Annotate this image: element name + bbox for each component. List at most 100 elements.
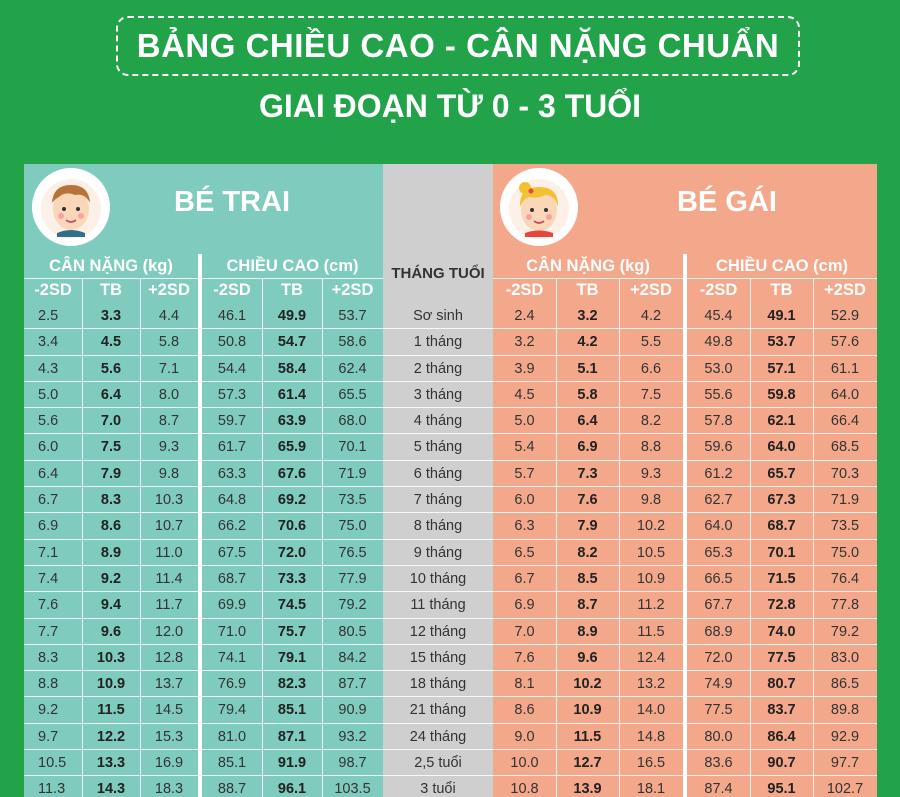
boy-height-plus2sd-cell: 93.2 bbox=[338, 728, 367, 745]
boy-weight-minus2sd-cell: 6.9 bbox=[38, 518, 59, 535]
girl-weight-tb-cell: 6.4 bbox=[577, 413, 598, 430]
month-cell: 2,5 tuổi bbox=[414, 755, 462, 772]
table-row: 5.6 7.0 8.7 59.7 63.9 68.0 4 tháng 5.0 6.4 8.2 57.… bbox=[24, 408, 877, 435]
table-row: 4.3 5.6 7.1 54.4 58.4 62.4 2 tháng 3.9 5.1 6.6 53.… bbox=[24, 356, 877, 383]
boy-weight-plus2sd-cell: 10.3 bbox=[154, 492, 184, 509]
girl-weight-tb-cell: 3.2 bbox=[577, 308, 598, 324]
girl-height-tb-cell: 86.4 bbox=[767, 728, 796, 745]
boy-weight-plus2sd-cell: 5.8 bbox=[158, 334, 180, 351]
girl-weight-tb-cell: 12.7 bbox=[573, 755, 602, 772]
divider bbox=[262, 278, 263, 797]
table-row: 6.0 7.5 9.3 61.7 65.9 70.1 5 tháng 5.4 6.9 8.8 59.… bbox=[24, 434, 877, 462]
boy-weight-plus2sd-cell: 16.9 bbox=[154, 755, 184, 772]
girl-weight-minus2sd-cell: 6.9 bbox=[514, 597, 535, 614]
boy-height-plus2sd-cell: 68.0 bbox=[338, 413, 367, 430]
boy-weight-plus2sd-cell: 11.4 bbox=[155, 570, 183, 587]
boy-weight-tb-cell: 7.9 bbox=[100, 465, 122, 482]
boy-weight-minus2sd-cell: 6.7 bbox=[38, 492, 59, 509]
girl-height-minus2sd-cell: 66.5 bbox=[704, 570, 733, 587]
boy-weight-plus2sd-cell: 13.7 bbox=[154, 676, 184, 693]
girl-weight-minus2sd-cell: 8.1 bbox=[514, 676, 535, 693]
girl-height-minus2sd-cell: 87.4 bbox=[704, 781, 733, 797]
boy-height-plus2sd-cell: 53.7 bbox=[338, 308, 367, 324]
month-cell: 8 tháng bbox=[413, 518, 463, 535]
boy-height-plus2sd-cell: 65.5 bbox=[338, 386, 367, 403]
page-subtitle: GIAI ĐOẠN TỪ 0 - 3 TUỔI bbox=[258, 88, 642, 124]
month-cell: 3 tháng bbox=[413, 386, 463, 403]
girl-height-minus2sd-cell: 67.7 bbox=[704, 597, 733, 614]
month-cell: 24 tháng bbox=[409, 728, 467, 745]
girl-height-tb-cell: 77.5 bbox=[767, 649, 796, 666]
girl-height-minus2sd-cell: 64.0 bbox=[704, 518, 733, 535]
girl-height-plus2sd-cell: 75.0 bbox=[830, 544, 860, 561]
girl-height-minus2sd-cell: 55.6 bbox=[704, 386, 733, 403]
table-row: 9.2 11.5 14.5 79.4 85.1 90.9 21 tháng 8.6 10.9 14… bbox=[24, 697, 877, 725]
boy-weight-plus2sd-cell: 7.1 bbox=[158, 360, 180, 377]
page-title: BẢNG CHIỀU CAO - CÂN NẶNG CHUẨN bbox=[136, 27, 780, 64]
girl-weight-minus2sd-cell: 5.0 bbox=[514, 413, 535, 430]
boy-weight-minus2sd-cell: 7.1 bbox=[38, 544, 59, 561]
boy-height-minus2sd-cell: 63.3 bbox=[217, 465, 247, 482]
month-cell: 4 tháng bbox=[413, 413, 463, 430]
boy-weight-plus2sd-cell: 15.3 bbox=[154, 728, 184, 745]
girl-weight-plus2sd-cell: 6.6 bbox=[640, 360, 662, 377]
boy-weight-tb-cell: 6.4 bbox=[100, 386, 122, 403]
girl-weight-minus2sd-cell: 7.0 bbox=[514, 623, 535, 640]
girl-weight-plus2sd-cell: 9.3 bbox=[640, 465, 662, 482]
divider bbox=[619, 278, 620, 797]
boy-height-tb-cell: 69.2 bbox=[277, 492, 307, 509]
boy-weight-minus2sd-cell: 4.3 bbox=[38, 360, 59, 377]
girl-height-minus2sd-cell: 57.8 bbox=[704, 413, 733, 430]
divider bbox=[198, 254, 202, 797]
girl-height-plus2sd-cell: 77.8 bbox=[830, 597, 860, 614]
boy-weight-tb-cell: 10.3 bbox=[96, 649, 126, 666]
boy-weight-tb-header: TB bbox=[100, 281, 122, 299]
girl-height-minus2sd-cell: 45.4 bbox=[704, 308, 733, 324]
boy-height-plus2sd-cell: 77.9 bbox=[338, 570, 367, 587]
boy-height-plus2sd-cell: 73.5 bbox=[338, 492, 367, 509]
boy-height-plus2sd-cell: 80.5 bbox=[338, 623, 367, 640]
girl-weight-plus2sd-cell: 11.5 bbox=[637, 623, 665, 640]
boy-weight-minus2sd-cell: 5.0 bbox=[38, 386, 59, 403]
girl-weight-minus2sd-cell: 7.6 bbox=[514, 649, 535, 666]
table-row: 8.8 10.9 13.7 76.9 82.3 87.7 18 tháng 8.1 10.2 13… bbox=[24, 671, 877, 698]
girl-height-minus2sd-cell: 80.0 bbox=[704, 728, 733, 745]
girl-weight-minus2sd-cell: 3.2 bbox=[514, 334, 535, 351]
girl-weight-minus2sd-cell: 6.5 bbox=[514, 544, 535, 561]
girl-weight-minus2sd-cell: 2.4 bbox=[514, 308, 535, 324]
month-cell: 6 tháng bbox=[413, 465, 463, 482]
boy-weight-header: CÂN NẶNG (kg) bbox=[24, 254, 198, 279]
table-row: 7.7 9.6 12.0 71.0 75.7 80.5 12 tháng 7.0 8.9 11.5… bbox=[24, 619, 877, 646]
girl-weight-plus2sd-cell: 16.5 bbox=[636, 755, 666, 772]
girl-weight-tb-cell: 8.5 bbox=[577, 570, 598, 587]
table-row: 6.7 8.3 10.3 64.8 69.2 73.5 7 tháng 6.0 7.6 9.8 62… bbox=[24, 487, 877, 514]
girl-weight-header: CÂN NẶNG (kg) bbox=[493, 254, 683, 279]
girl-height-plus2sd-cell: 86.5 bbox=[830, 676, 860, 693]
boy-height-minus2sd-cell: 74.1 bbox=[217, 649, 247, 666]
boy-height-tb-cell: 72.0 bbox=[277, 544, 307, 561]
boy-height-tb-header: TB bbox=[281, 281, 303, 299]
month-cell: 9 tháng bbox=[413, 544, 463, 561]
boy-weight-plus2sd-cell: 12.8 bbox=[154, 649, 184, 666]
month-cell: 7 tháng bbox=[413, 492, 463, 509]
boy-height-tb-cell: 82.3 bbox=[277, 676, 307, 693]
boy-weight-plus2sd-cell: 9.3 bbox=[158, 439, 180, 456]
boy-weight-tb-cell: 8.3 bbox=[100, 492, 122, 509]
girl-height-tb-header: TB bbox=[770, 281, 793, 299]
boy-weight-tb-cell: 8.6 bbox=[100, 518, 122, 535]
table-row: 8.3 10.3 12.8 74.1 79.1 84.2 15 tháng 7.6 9.6 12.… bbox=[24, 645, 877, 672]
girl-weight-plus2sd-cell: 10.5 bbox=[636, 544, 666, 561]
girl-height-tb-cell: 65.7 bbox=[767, 465, 796, 482]
girl-height-tb-cell: 71.5 bbox=[767, 570, 796, 587]
girl-weight-tb-cell: 4.2 bbox=[577, 334, 598, 351]
boy-weight-minus2sd-header: -2SD bbox=[34, 281, 72, 299]
boy-height-tb-cell: 73.3 bbox=[277, 570, 307, 587]
boy-height-plus2sd-cell: 76.5 bbox=[338, 544, 367, 561]
boy-weight-minus2sd-cell: 10.5 bbox=[38, 755, 67, 772]
girl-height-minus2sd-cell: 72.0 bbox=[704, 649, 733, 666]
table-row: 9.7 12.2 15.3 81.0 87.1 93.2 24 tháng 9.0 11.5 14… bbox=[24, 724, 877, 751]
girl-weight-plus2sd-cell: 10.9 bbox=[636, 570, 666, 587]
girl-weight-tb-cell: 5.8 bbox=[577, 386, 598, 403]
girl-height-tb-cell: 90.7 bbox=[767, 755, 796, 772]
divider bbox=[140, 278, 141, 797]
